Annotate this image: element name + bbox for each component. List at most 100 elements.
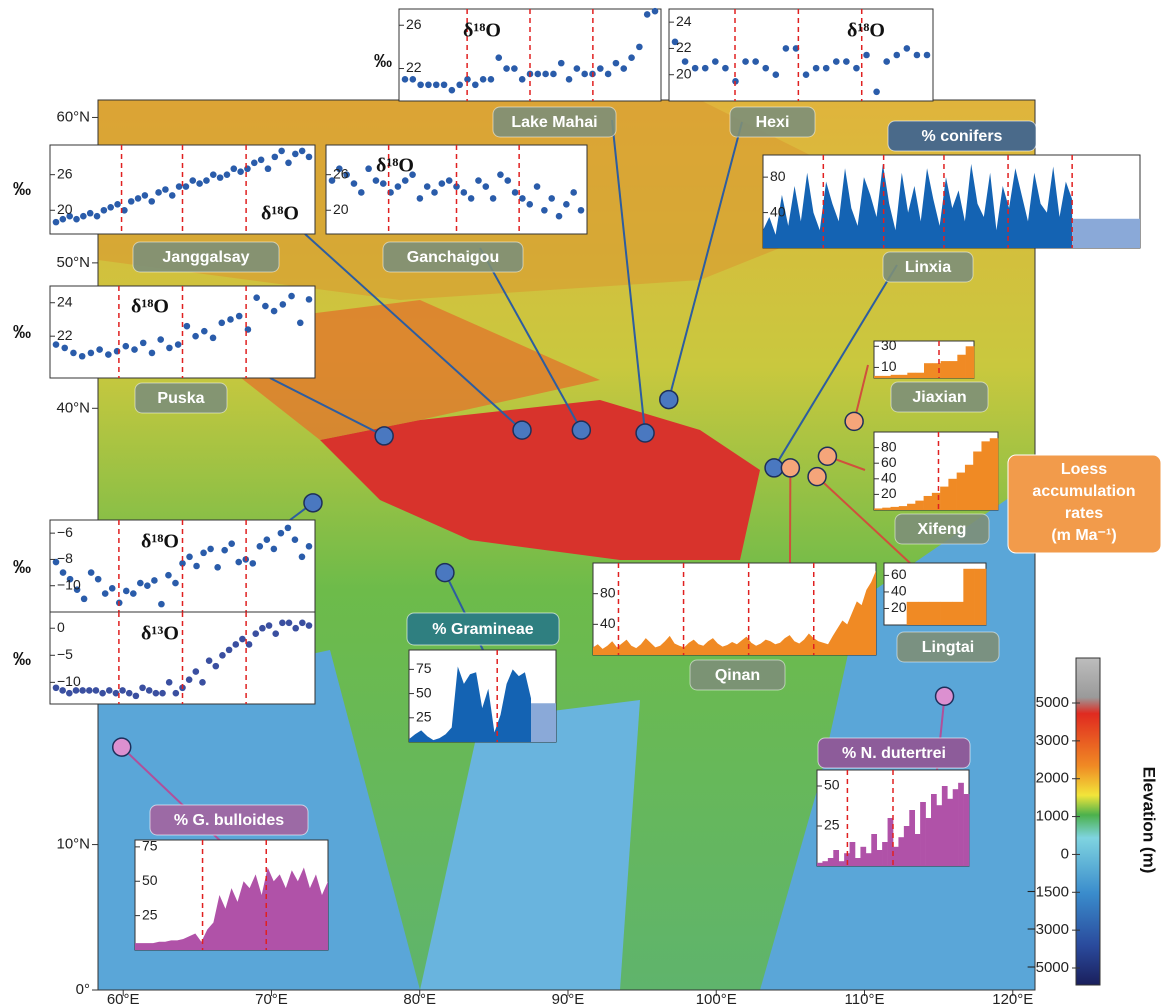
bar [891, 507, 900, 510]
annotation: rates [1065, 505, 1103, 522]
data-point [251, 160, 258, 167]
data-point [235, 559, 242, 566]
bar [975, 569, 987, 625]
data-point [417, 81, 424, 88]
data-point [253, 294, 260, 301]
data-point [239, 636, 246, 643]
data-point [433, 81, 440, 88]
data-point [148, 198, 155, 205]
bar [941, 361, 950, 378]
bar [952, 602, 964, 625]
y-tick-label: 20 [881, 485, 897, 501]
colorbar-tick-label: 2000 [1036, 770, 1069, 787]
site-marker [304, 494, 322, 512]
y-unit: ‰ [374, 51, 392, 71]
bar [915, 501, 924, 510]
data-point [61, 345, 68, 352]
data-point [480, 76, 487, 83]
data-point [495, 54, 502, 61]
y-tick-label: 24 [676, 13, 692, 29]
data-point [742, 58, 749, 65]
data-point [578, 207, 585, 214]
data-point [232, 641, 239, 648]
data-point [783, 45, 790, 52]
y-tick-label: 75 [142, 838, 158, 854]
data-point [636, 44, 643, 51]
data-point [210, 335, 217, 342]
bar [882, 842, 888, 866]
bar [973, 452, 982, 511]
data-point [183, 183, 190, 190]
data-point [278, 148, 285, 155]
inset-title: δ¹⁸O [376, 155, 414, 177]
area-tail [531, 703, 556, 742]
data-point [218, 320, 225, 327]
bar [915, 834, 921, 866]
annotation: (m Ma⁻¹) [1051, 527, 1116, 544]
bar [833, 850, 839, 866]
y-tick-label: 22 [406, 59, 422, 75]
y-tick-label: 40 [770, 203, 786, 219]
data-point [417, 195, 424, 202]
bar [882, 376, 891, 378]
site-marker [513, 421, 531, 439]
data-point [652, 8, 659, 15]
data-point [722, 65, 729, 72]
data-point [813, 65, 820, 72]
bar [947, 799, 953, 866]
data-point [221, 547, 228, 554]
data-point [219, 652, 226, 659]
y-tick-label: 40 [881, 470, 897, 486]
data-point [511, 65, 518, 72]
data-point [257, 543, 264, 550]
data-point [692, 65, 699, 72]
data-point [207, 546, 214, 553]
data-point [151, 577, 158, 584]
y-tick-label: 20 [676, 65, 692, 81]
y-tick-label: 50 [416, 684, 432, 700]
bar [899, 375, 908, 378]
data-point [306, 154, 313, 161]
data-point [563, 201, 570, 208]
bar [936, 805, 942, 866]
site-label: Xifeng [918, 521, 967, 538]
inset-title: % G. bulloides [174, 812, 284, 829]
bar [817, 863, 823, 866]
inset-title: δ¹⁸O [463, 20, 501, 42]
data-point [702, 65, 709, 72]
data-point [297, 320, 304, 327]
data-point [803, 71, 810, 78]
y-tick-label: 0 [57, 619, 65, 635]
data-point [762, 65, 769, 72]
colorbar-label: Elevation (m) [1140, 767, 1159, 874]
y-tick-label: 26 [57, 165, 73, 181]
data-point [123, 588, 130, 595]
data-point [556, 213, 563, 220]
annotation: accumulation [1032, 483, 1135, 500]
y-tick-label: 25 [142, 906, 158, 922]
data-point [88, 569, 95, 576]
data-point [230, 165, 237, 172]
data-point [285, 525, 292, 532]
bar [929, 602, 941, 625]
data-point [449, 87, 456, 94]
data-point [88, 350, 95, 357]
bar [918, 602, 930, 625]
data-point [109, 585, 116, 592]
y-tick-label: 30 [881, 337, 897, 353]
data-point [70, 350, 77, 357]
site-marker [818, 447, 836, 465]
data-point [201, 328, 208, 335]
data-point [425, 81, 432, 88]
data-point [186, 676, 193, 683]
inset-title: % conifers [922, 128, 1003, 145]
bar [822, 861, 828, 866]
y-tick-label: 25 [416, 708, 432, 724]
inset-chart: 255075% Gramineae [407, 613, 559, 742]
data-point [512, 189, 519, 196]
colorbar [1076, 658, 1100, 985]
bar [990, 438, 999, 510]
data-point [196, 180, 203, 187]
y-tick-label: 80 [770, 168, 786, 184]
site-marker [765, 459, 783, 477]
